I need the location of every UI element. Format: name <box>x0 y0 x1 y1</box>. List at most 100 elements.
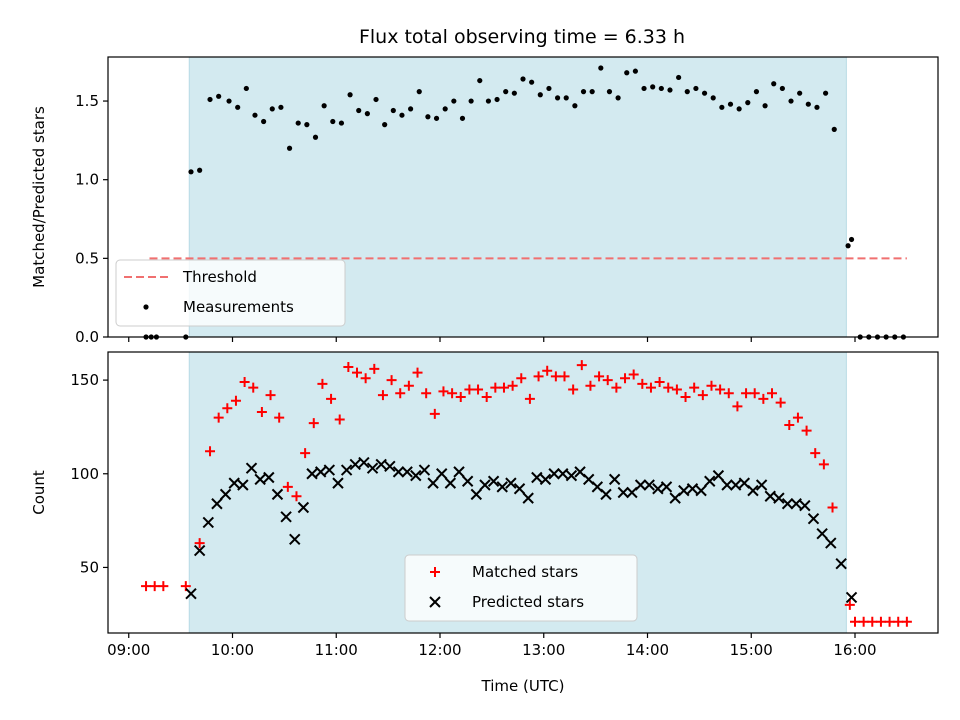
data-point <box>823 90 829 96</box>
data-point <box>790 498 802 510</box>
data-point <box>667 87 673 93</box>
x-tick-label: 09:00 <box>107 641 150 659</box>
data-point <box>207 96 213 103</box>
x-tick-label: 10:00 <box>211 641 254 659</box>
data-point <box>490 382 501 393</box>
data-point <box>893 616 904 627</box>
data-point <box>261 118 267 125</box>
data-point <box>323 464 336 476</box>
data-point <box>602 375 613 386</box>
data-point <box>598 65 604 71</box>
data-point <box>274 412 285 423</box>
legend-label: Matched stars <box>472 563 578 581</box>
data-point <box>360 373 371 384</box>
data-point <box>736 106 742 112</box>
data-point <box>295 120 301 126</box>
data-point <box>658 85 664 92</box>
data-point <box>375 458 387 471</box>
data-point <box>617 486 629 499</box>
y-tick-label: 50 <box>80 558 99 576</box>
data-point <box>676 74 682 81</box>
ratio-panel: 0.0 0.5 1.0 1.5 Matched/Predicted stars Thres… <box>30 56 939 346</box>
legend-swatch <box>430 567 440 577</box>
data-point <box>408 106 414 112</box>
data-point <box>850 616 860 627</box>
data-point <box>386 375 397 386</box>
data-point <box>704 475 716 487</box>
data-point <box>447 388 458 399</box>
data-point <box>252 112 258 118</box>
data-point <box>369 363 380 374</box>
data-point <box>481 391 492 402</box>
data-point <box>611 382 622 393</box>
data-point <box>548 468 560 480</box>
data-point <box>580 89 587 95</box>
data-point <box>280 511 292 523</box>
y-tick-label: 0.0 <box>75 328 99 346</box>
data-point <box>436 468 448 480</box>
data-point <box>265 390 276 401</box>
data-point <box>317 378 328 389</box>
data-point <box>516 373 527 384</box>
data-point <box>747 484 759 497</box>
data-point <box>901 616 912 627</box>
data-point <box>479 479 491 491</box>
data-point <box>684 89 690 95</box>
data-point <box>211 498 223 510</box>
data-point <box>403 380 414 391</box>
count-panel: 09:00 10:00 11:00 12:00 13:00 14:00 15:00 16:00… <box>30 351 939 695</box>
y-tick-label: 1.5 <box>75 92 99 110</box>
data-point <box>470 488 483 501</box>
data-point <box>312 134 319 140</box>
data-point <box>286 145 293 151</box>
data-point <box>235 104 241 110</box>
data-point <box>827 502 838 513</box>
data-point <box>719 104 725 110</box>
data-point <box>248 382 259 393</box>
data-point <box>745 100 751 106</box>
legend: Matched stars Predicted stars <box>404 554 638 622</box>
data-point <box>797 90 803 96</box>
data-point <box>741 388 752 399</box>
data-point <box>442 106 448 112</box>
data-point <box>205 446 216 457</box>
y-axis-label: Count <box>30 470 48 515</box>
data-point <box>343 361 354 372</box>
data-point <box>660 481 673 493</box>
data-point <box>289 533 301 546</box>
data-point <box>314 466 327 478</box>
series-predicted-stars <box>185 456 858 604</box>
data-point <box>228 477 240 489</box>
data-point <box>468 98 474 104</box>
data-point <box>494 96 500 103</box>
data-point <box>848 236 855 243</box>
data-point <box>326 393 337 404</box>
data-point <box>565 469 578 482</box>
data-point <box>202 516 214 529</box>
data-point <box>715 384 726 395</box>
x-tick-label: 11:00 <box>315 641 358 659</box>
data-point <box>185 587 197 600</box>
data-point <box>539 473 552 486</box>
data-point <box>243 85 249 92</box>
y-tick-label: 100 <box>70 465 99 483</box>
data-point <box>321 103 327 109</box>
data-point <box>554 95 561 101</box>
data-point <box>444 477 457 489</box>
data-point <box>729 479 742 491</box>
data-point <box>352 367 362 378</box>
data-point <box>875 616 886 627</box>
data-point <box>334 414 345 425</box>
x-tick-label: 15:00 <box>730 641 773 659</box>
data-point <box>498 382 509 393</box>
data-point <box>771 81 777 87</box>
data-point <box>643 479 655 491</box>
data-point <box>663 382 674 393</box>
data-point <box>805 101 811 107</box>
data-point <box>533 371 544 382</box>
data-point <box>216 93 222 99</box>
data-point <box>818 459 829 470</box>
data-point <box>416 89 422 95</box>
data-point <box>784 420 795 431</box>
